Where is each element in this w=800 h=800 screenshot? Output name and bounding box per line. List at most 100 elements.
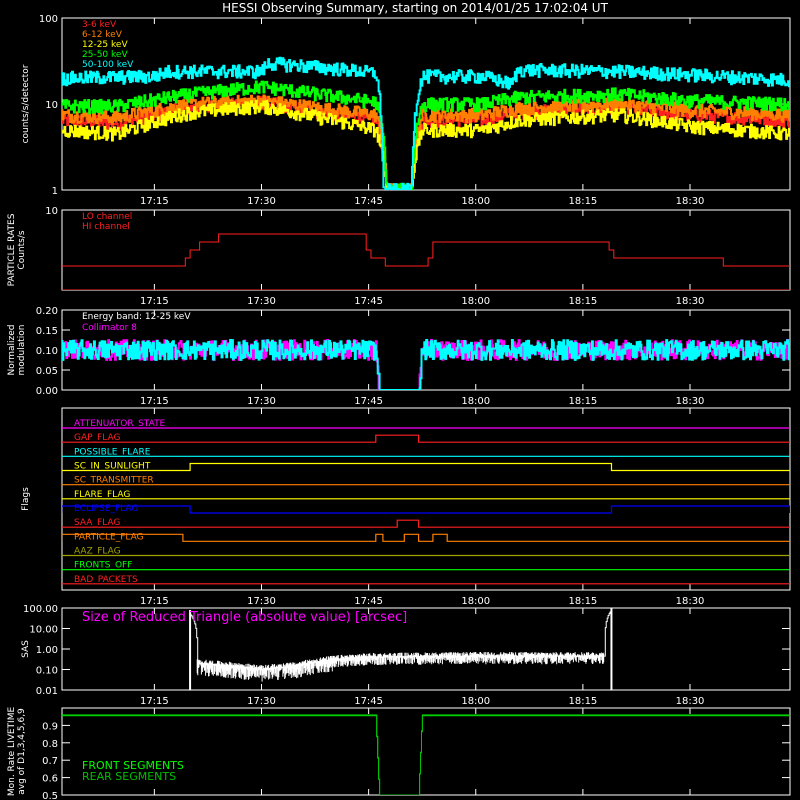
plot-area-modulation xyxy=(62,339,790,390)
panel-lightcurves: 17:15 17:30 17:45 18:00 18:15 18:30 1 10 100 coun… xyxy=(21,14,791,207)
y-tick-label: 0.01 xyxy=(36,686,58,697)
series-line-lightcurves-4 xyxy=(62,56,790,190)
flag-label: ATTENUATOR_STATE xyxy=(74,419,166,429)
x-tick-label: 17:45 xyxy=(354,396,383,407)
flag-line-sc-in-sunlight xyxy=(62,462,790,472)
x-tick-label: 17:15 xyxy=(140,396,169,407)
x-tick-label: 18:30 xyxy=(676,396,705,407)
plot-area-livetime xyxy=(62,714,790,795)
panel-flags: 17:15 17:30 17:45 18:00 18:15 18:30 Flags ATTEN… xyxy=(21,407,791,607)
figure-title: HESSI Observing Summary, starting on 201… xyxy=(222,1,608,15)
y-tick-label: 0.10 xyxy=(36,666,58,677)
legend-entry: LO channel xyxy=(82,212,132,222)
y-tick-label: 1.00 xyxy=(36,645,58,656)
x-tick-label: 17:15 xyxy=(140,696,169,707)
flag-label: FRONTS_OFF xyxy=(74,561,132,571)
plot-area-sas xyxy=(189,608,613,690)
flag-label: GAP_FLAG xyxy=(74,433,120,443)
flag-label: AAZ_FLAG xyxy=(74,547,121,557)
y-tick-label: 0.10 xyxy=(36,346,58,357)
y-tick-label: 0.7 xyxy=(42,756,58,767)
x-tick-label: 17:30 xyxy=(247,196,276,207)
legend-entry: Size of Reduced Triangle (absolute value… xyxy=(82,610,407,625)
legend-entry: 25-50 keV xyxy=(82,50,128,60)
panel-particle_rates: 17:15 17:30 17:45 18:00 18:15 18:30 10 PARTICLE… xyxy=(7,206,791,307)
x-tick-label: 17:45 xyxy=(354,596,383,607)
flag-label: SC_TRANSMITTER xyxy=(74,476,154,486)
y-axis-label: SAS xyxy=(21,640,31,658)
y-tick-label: 0.05 xyxy=(36,366,58,377)
legend-entry: REAR SEGMENTS xyxy=(82,770,176,783)
x-tick-label: 18:15 xyxy=(568,296,597,307)
y-tick-label: 0.8 xyxy=(42,739,58,750)
plot-area-lightcurves xyxy=(62,56,790,190)
y-tick-label: 0.9 xyxy=(42,721,58,732)
y-tick-label: 0.00 xyxy=(36,386,58,397)
y-tick-label: 0.6 xyxy=(42,774,58,785)
y-axis-label: avg of D1,3,4,5,6,9 xyxy=(17,708,27,795)
x-tick-label: 18:15 xyxy=(568,596,597,607)
x-tick-label: 17:45 xyxy=(354,196,383,207)
y-axis-label: Counts/s xyxy=(17,230,27,269)
x-tick-label: 17:15 xyxy=(140,196,169,207)
panel-sas: 17:15 17:30 17:45 18:00 18:15 18:30 0.01 0.10 1.… xyxy=(21,604,791,707)
x-tick-label: 17:15 xyxy=(140,296,169,307)
y-tick-label: 10 xyxy=(45,100,58,111)
flag-label: BAD_PACKETS xyxy=(74,575,138,585)
flag-line-particle-flag xyxy=(62,533,790,542)
flag-label: PARTICLE_FLAG xyxy=(74,532,144,542)
legend-entry: 50-100 keV xyxy=(82,60,134,70)
legend-title: Energy band: 12-25 keV xyxy=(82,312,191,322)
y-axis-label: modulation xyxy=(17,325,27,376)
flag-label: SC_IN_SUNLIGHT xyxy=(74,462,151,472)
x-tick-label: 18:00 xyxy=(461,696,490,707)
x-tick-label: 17:15 xyxy=(140,596,169,607)
y-axis-label: PARTICLE RATES xyxy=(7,213,17,286)
flag-line-gap-flag xyxy=(62,434,790,443)
y-tick-label: 10 xyxy=(45,206,58,217)
plot-area-particle_rates xyxy=(62,233,790,290)
panel-modulation: 17:15 17:30 17:45 18:00 18:15 18:30 0.00 0.05 0.… xyxy=(7,306,791,407)
legend-entry: FRONT SEGMENTS xyxy=(82,759,184,772)
series-line-livetime-1 xyxy=(62,715,790,795)
legend-entry: 3-6 keV xyxy=(82,20,117,30)
series-line-modulation-1 xyxy=(62,339,790,390)
legend-entry: HI channel xyxy=(82,222,130,232)
plot-area-flags xyxy=(62,427,790,585)
x-tick-label: 17:30 xyxy=(247,396,276,407)
x-tick-label: 18:30 xyxy=(676,196,705,207)
y-tick-label: 1 xyxy=(52,186,58,197)
y-tick-label: 0.5 xyxy=(42,791,58,800)
panel-livetime: 17:1517:3017:4518:0018:1518:300.50.60.70… xyxy=(7,707,791,800)
flag-label: FLARE_FLAG xyxy=(74,490,130,500)
series-line-modulation-0 xyxy=(62,339,790,390)
flag-label: SAA_FLAG xyxy=(74,518,120,528)
x-tick-label: 18:00 xyxy=(461,396,490,407)
flag-line-eclipse-flag xyxy=(62,505,790,514)
x-tick-label: 18:15 xyxy=(568,696,597,707)
flag-label: POSSIBLE_FLARE xyxy=(74,447,151,457)
x-tick-label: 17:45 xyxy=(354,696,383,707)
legend-entry: 12-25 keV xyxy=(82,40,128,50)
series-line-lightcurves-3 xyxy=(62,80,790,190)
legend-entry: 6-12 keV xyxy=(82,30,123,40)
x-tick-label: 17:30 xyxy=(247,596,276,607)
x-tick-label: 18:30 xyxy=(676,296,705,307)
y-tick-label: 10.00 xyxy=(29,625,58,636)
y-tick-label: 0.15 xyxy=(36,326,58,337)
y-axis-label: Mon. Rate LIVETIME xyxy=(7,707,17,797)
series-line-lightcurves-2 xyxy=(62,99,790,190)
legend-entry: Collimator 8 xyxy=(82,323,137,333)
x-tick-label: 17:30 xyxy=(247,696,276,707)
x-tick-label: 18:30 xyxy=(676,596,705,607)
y-tick-label: 100.00 xyxy=(23,604,58,615)
y-axis-label: counts/s/detector xyxy=(21,64,31,143)
axes-frame-livetime xyxy=(61,707,791,796)
x-tick-label: 18:30 xyxy=(676,696,705,707)
y-axis-label: Flags xyxy=(21,487,31,511)
x-tick-label: 18:00 xyxy=(461,296,490,307)
y-tick-label: 0.20 xyxy=(36,306,58,317)
x-tick-label: 17:30 xyxy=(247,296,276,307)
flag-label: ECLIPSE_FLAG xyxy=(74,504,138,514)
